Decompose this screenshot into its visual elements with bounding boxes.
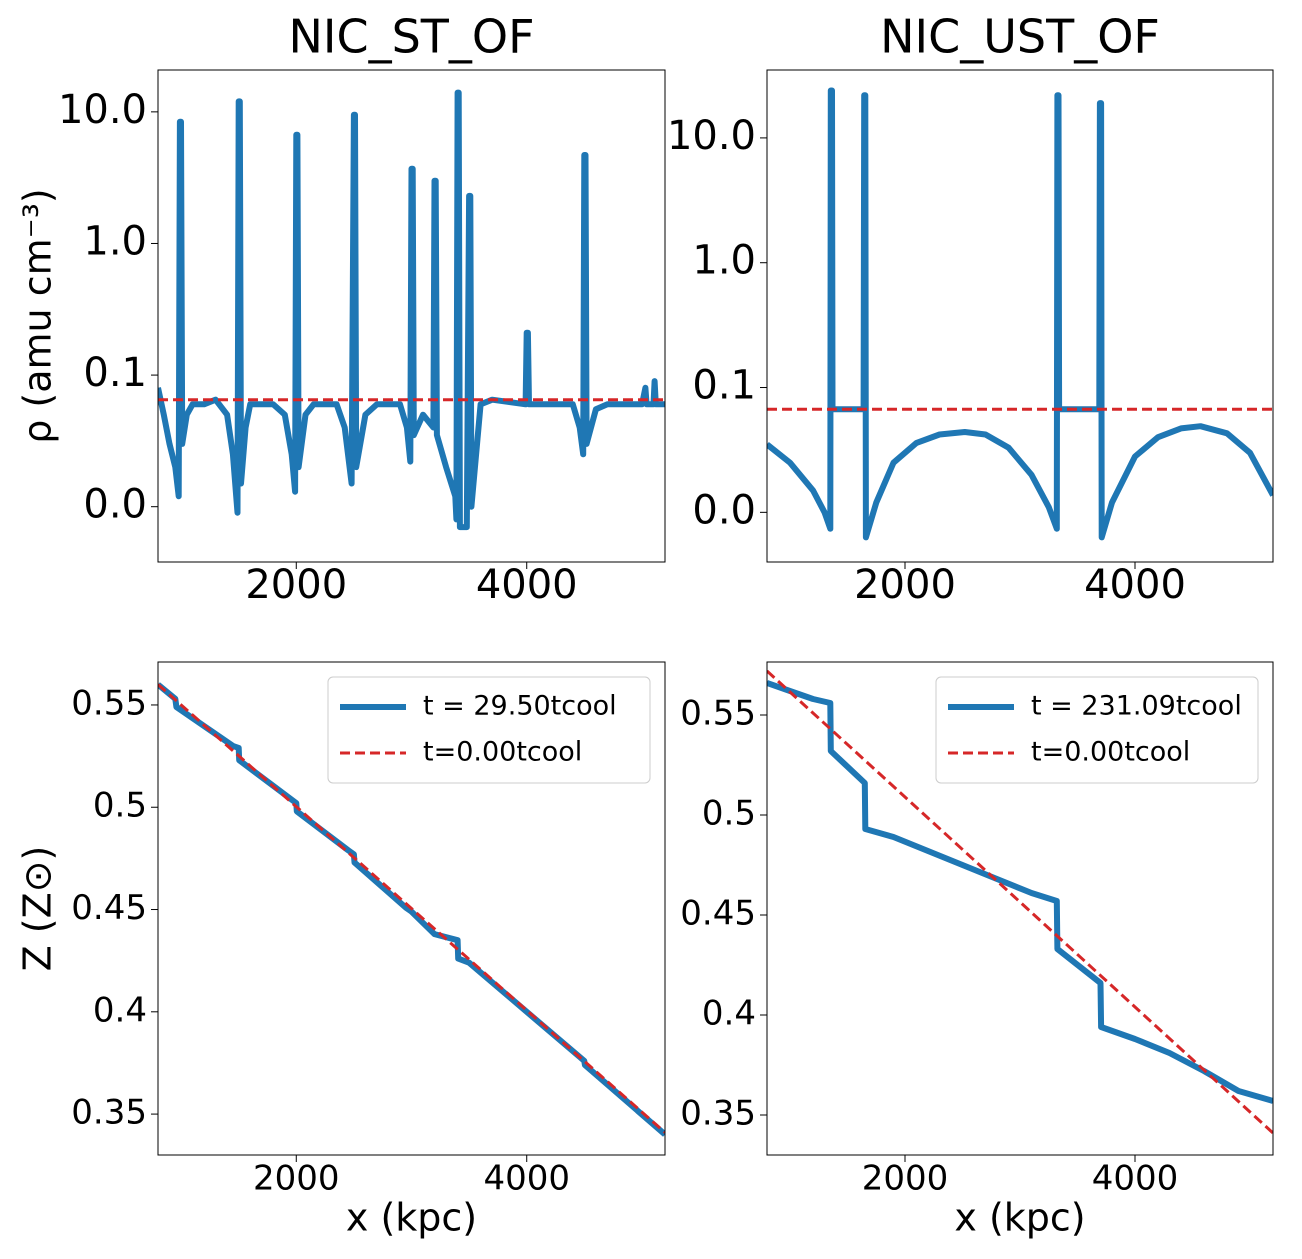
y-tick-label: 0.35 [680,1094,756,1134]
legend-label: t=0.00tcool [1031,737,1190,768]
y-tick-label: 0.4 [702,994,756,1034]
panel: NIC_UST_OF 2000 4000 10.0 1.0 0.1 0.0 [667,10,1274,608]
y-tick-label: 0.55 [71,683,147,723]
y-tick-label: 10.0 [58,87,147,133]
y-tick-label: 1.0 [692,238,756,284]
x-tick-label: 4000 [476,562,578,608]
x-tick-label: 4000 [1084,562,1186,608]
y-tick-label: 0.0 [83,482,147,528]
y-tick-label: 0.45 [71,888,147,928]
y-axis-label: ρ (amu cm⁻³) [16,188,60,444]
data-line [767,87,1273,541]
plot-frame [766,69,1274,563]
y-tick-label: 0.5 [702,794,756,834]
y-tick-label: 0.1 [83,350,147,396]
panel: NIC_ST_OF 2000 4000 10.0 1.0 0.1 0.0 ρ (amu cm⁻… [16,10,666,608]
x-tick-label: 4000 [1092,1159,1179,1199]
lines [158,682,665,1137]
y-tick-label: 0.55 [680,694,756,734]
lines [767,669,1273,1135]
reference-line [158,683,665,1134]
legend-box [935,676,1259,784]
panel: 2000 4000 0.35 0.4 0.45 0.5 0.55 x (kpc) t = 231… [680,661,1274,1240]
y-tick-label: 0.1 [692,363,756,409]
x-tick-label: 4000 [483,1159,570,1199]
plot-frame [157,69,666,563]
y-tick-label: 0.5 [93,786,147,826]
plot-frame [157,661,666,1156]
y-tick-label: 0.35 [71,1093,147,1133]
legend-label: t = 231.09tcool [1031,691,1242,722]
y-tick-label: 0.45 [680,894,756,934]
y-tick-label: 1.0 [83,218,147,264]
legend-label: t=0.00tcool [423,737,582,768]
y-tick-label: 0.0 [692,487,756,533]
lines [158,89,665,531]
x-tick-label: 2000 [253,1159,340,1199]
chart-title: NIC_UST_OF [880,10,1160,64]
data-line [158,89,665,531]
chart-title: NIC_ST_OF [288,10,534,64]
reference-line [767,669,1273,1135]
x-tick-label: 2000 [862,1159,949,1199]
plot-frame [766,661,1274,1156]
lines [767,87,1273,541]
x-axis-label: x (kpc) [954,1196,1085,1240]
panel: 2000 4000 0.35 0.4 0.45 0.5 0.55 Z (Z⊙) x (kpc) t… [16,661,666,1240]
x-tick-label: 2000 [245,562,347,608]
y-axis-label: Z (Z⊙) [16,846,60,972]
legend-box [327,676,651,784]
legend-label: t = 29.50tcool [423,691,617,722]
y-tick-label: 10.0 [667,113,756,159]
x-tick-label: 2000 [854,562,956,608]
x-axis-label: x (kpc) [346,1196,477,1240]
data-line [767,680,1273,1104]
y-tick-label: 0.4 [93,990,147,1030]
